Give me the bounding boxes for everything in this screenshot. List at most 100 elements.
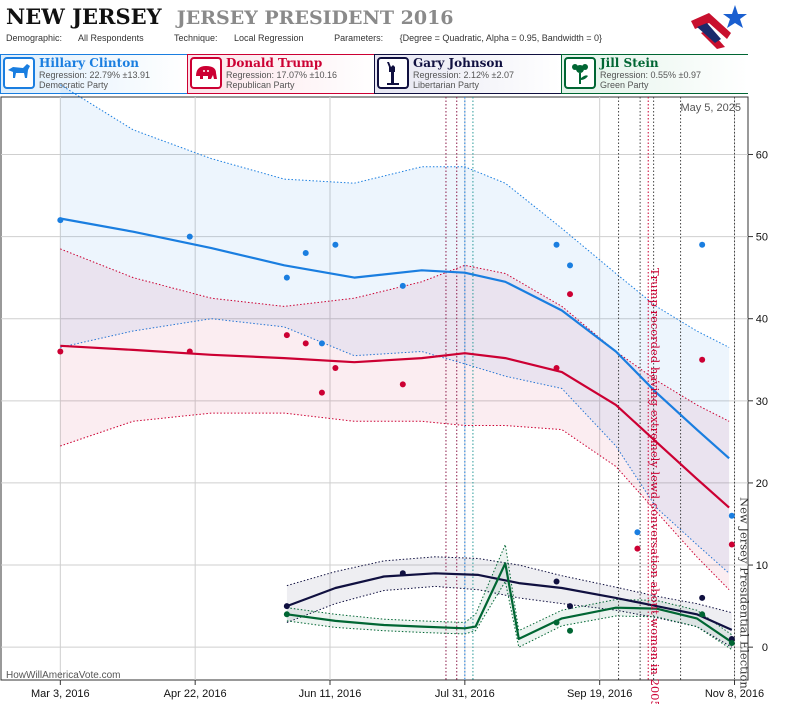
poll-point xyxy=(699,356,706,363)
poll-point xyxy=(332,364,339,371)
candidate-card-johnson: Gary Johnson Regression: 2.12% ±2.07 Lib… xyxy=(374,54,561,94)
y-tick-label: 10 xyxy=(756,560,768,572)
plot-frame xyxy=(0,96,749,681)
x-tick-label: Jul 31, 2016 xyxy=(435,688,495,700)
date-stamp: May 5, 2025 xyxy=(680,102,741,114)
candidate-party: Green Party xyxy=(600,80,649,90)
y-tick-label: 40 xyxy=(756,314,768,326)
state-title: NEW JERSEY xyxy=(6,4,162,29)
candidate-regression: Regression: 2.12% ±2.07 xyxy=(413,70,514,80)
poll-point xyxy=(567,627,574,634)
parameters-label: Parameters: xyxy=(334,33,384,43)
candidate-regression: Regression: 17.07% ±10.16 xyxy=(226,70,338,80)
poll-point xyxy=(318,389,325,396)
y-tick-label: 0 xyxy=(762,642,768,654)
candidate-card-clinton: Hillary Clinton Regression: 22.79% ±13.9… xyxy=(0,54,187,94)
y-tick-label: 20 xyxy=(756,478,768,490)
regression-line xyxy=(286,562,733,644)
band-upper-line xyxy=(286,556,732,614)
poll-point xyxy=(728,640,735,647)
confidence-band xyxy=(60,84,730,574)
poll-point xyxy=(399,381,406,388)
x-tick-label: Apr 22, 2016 xyxy=(164,688,227,700)
candidate-card-stein: Jill Stein Regression: 0.55% ±0.97 Green… xyxy=(561,54,748,94)
technique-label: Technique: xyxy=(173,33,218,43)
parameters-line: Demographic: All Respondents Technique: … xyxy=(6,33,630,43)
donkey-icon xyxy=(3,57,35,89)
confidence-bands xyxy=(60,84,733,651)
confidence-band xyxy=(286,544,732,650)
poll-point xyxy=(728,512,735,519)
y-tick-label: 60 xyxy=(756,149,768,161)
poll-point xyxy=(553,364,560,371)
band-lower-line xyxy=(286,585,733,648)
candidate-name: Hillary Clinton xyxy=(39,56,139,70)
annotations: Trump recorded having extremely lewd con… xyxy=(648,268,751,704)
candidate-name: Donald Trump xyxy=(226,56,323,70)
technique-value: Local Regression xyxy=(234,33,304,43)
band-upper-line xyxy=(60,84,730,348)
poll-point xyxy=(553,578,560,585)
event-annotation: New Jersey Presidential Election xyxy=(738,497,752,689)
regression-line xyxy=(60,344,730,509)
x-tick-label: Sep 19, 2016 xyxy=(567,688,632,700)
poll-point xyxy=(567,291,574,298)
poll-point xyxy=(57,348,64,355)
poll-point xyxy=(699,611,706,618)
poll-point xyxy=(567,262,574,269)
poll-point xyxy=(186,348,193,355)
regression-lines xyxy=(60,217,733,644)
site-credit: HowWillAmericaVote.com xyxy=(6,670,120,681)
demographic-value: All Respondents xyxy=(78,33,144,43)
poll-point xyxy=(302,340,309,347)
poll-point xyxy=(186,233,193,240)
poll-point xyxy=(634,545,641,552)
confidence-band xyxy=(60,248,730,590)
poll-point xyxy=(283,603,290,610)
poll-point xyxy=(728,635,735,642)
candidate-party: Libertarian Party xyxy=(413,80,480,90)
site-logo-icon xyxy=(691,5,747,49)
regression-line xyxy=(286,572,733,631)
poll-point xyxy=(699,594,706,601)
demographic-label: Demographic: xyxy=(6,33,63,43)
candidate-name: Jill Stein xyxy=(600,56,659,70)
poll-point xyxy=(728,541,735,548)
x-tick-label: Nov 8, 2016 xyxy=(705,688,764,700)
event-annotation: Trump recorded having extremely lewd con… xyxy=(648,268,662,704)
regression-line xyxy=(60,217,730,460)
poll-point xyxy=(553,241,560,248)
candidate-legend: Hillary Clinton Regression: 22.79% ±13.9… xyxy=(0,54,789,94)
race-title: JERSEY PRESIDENT 2016 xyxy=(176,7,454,29)
confidence-band xyxy=(286,556,732,648)
poll-point xyxy=(283,274,290,281)
x-tick-label: Mar 3, 2016 xyxy=(31,688,90,700)
candidate-party: Democratic Party xyxy=(39,80,109,90)
poll-points xyxy=(57,217,735,647)
candidate-regression: Regression: 22.79% ±13.91 xyxy=(39,70,151,80)
poll-point xyxy=(332,241,339,248)
poll-point xyxy=(634,529,641,536)
candidate-party: Republican Party xyxy=(226,80,295,90)
poll-point xyxy=(399,282,406,289)
poll-point xyxy=(318,340,325,347)
poll-point xyxy=(283,332,290,339)
poll-point xyxy=(699,241,706,248)
poll-point xyxy=(553,619,560,626)
candidate-name: Gary Johnson xyxy=(413,56,504,70)
statue-of-liberty-icon xyxy=(377,57,409,89)
x-tick-label: Jun 11, 2016 xyxy=(299,688,362,700)
chart-header: NEW JERSEY JERSEY PRESIDENT 2016 xyxy=(6,4,454,29)
parameters-value: {Degree = Quadratic, Alpha = 0.95, Bandw… xyxy=(399,33,603,43)
y-tick-label: 50 xyxy=(756,232,768,244)
poll-point xyxy=(302,250,309,257)
band-upper-line xyxy=(60,248,730,422)
elephant-icon xyxy=(190,57,222,89)
poll-point xyxy=(567,603,574,610)
candidate-regression: Regression: 0.55% ±0.97 xyxy=(600,70,701,80)
candidate-card-trump: Donald Trump Regression: 17.07% ±10.16 R… xyxy=(187,54,374,94)
y-tick-label: 30 xyxy=(756,396,768,408)
poll-point xyxy=(57,217,64,224)
x-axis: Mar 3, 2016 Apr 22, 2016 Jun 11, 2016 Jul 3… xyxy=(31,680,764,700)
